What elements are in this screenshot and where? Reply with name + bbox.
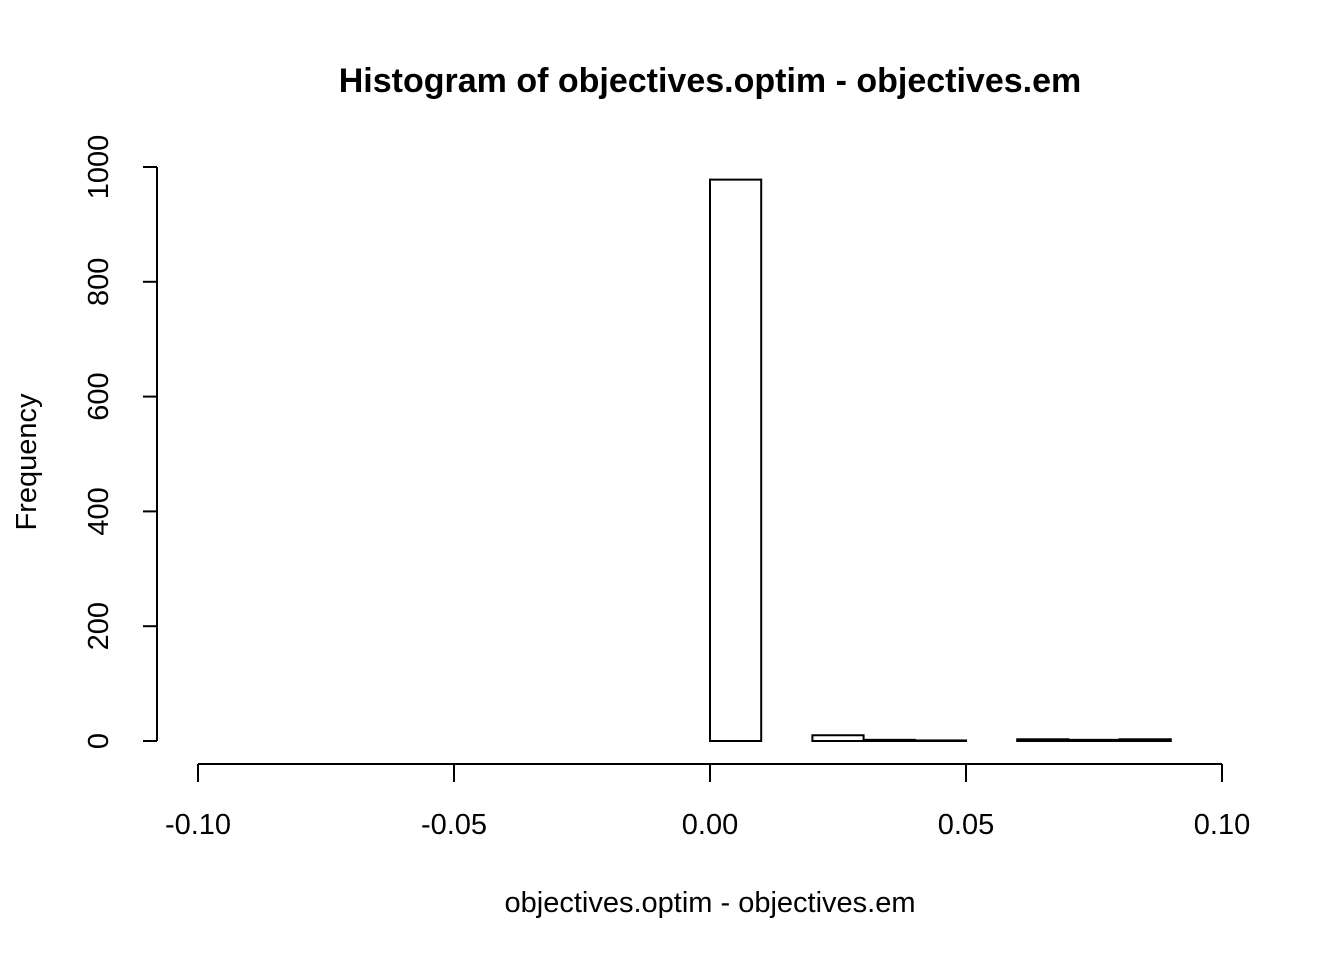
bars-group xyxy=(709,178,1172,743)
y-tick-label: 200 xyxy=(83,602,115,650)
y-tick-label: 600 xyxy=(83,372,115,420)
y-tick-label: 400 xyxy=(83,487,115,535)
histogram-bar xyxy=(913,739,967,743)
histogram-bar xyxy=(862,738,916,742)
histogram-bar xyxy=(811,734,865,743)
y-axis: 0 200 400 600 800 1000 xyxy=(83,135,158,749)
x-tick-label: 0.10 xyxy=(1194,809,1250,841)
histogram-bar xyxy=(1016,738,1070,743)
histogram-bar xyxy=(709,178,763,743)
y-tick-label: 0 xyxy=(83,733,115,749)
x-tick-label: -0.10 xyxy=(165,809,231,841)
y-tick-label: 800 xyxy=(83,258,115,306)
chart-title: Histogram of objectives.optim - objectiv… xyxy=(339,62,1082,100)
y-axis-label: Frequency xyxy=(11,393,43,531)
x-axis: -0.10 -0.05 0.00 0.05 0.10 xyxy=(165,763,1250,841)
x-tick-label: 0.00 xyxy=(682,809,738,841)
x-axis-label: objectives.optim - objectives.em xyxy=(505,887,916,919)
histogram-bar xyxy=(1067,738,1121,742)
x-tick-label: -0.05 xyxy=(421,809,487,841)
histogram-bar xyxy=(1118,738,1172,743)
y-tick-label: 1000 xyxy=(83,135,115,200)
x-tick-label: 0.05 xyxy=(938,809,994,841)
